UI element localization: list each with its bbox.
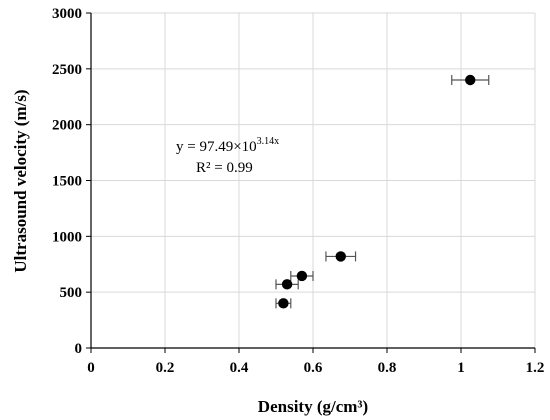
y-tick-label: 0: [75, 341, 83, 357]
y-tick-label: 2000: [52, 118, 82, 134]
equation-exponent: 3.14x: [257, 136, 280, 147]
y-tick-labels: 0 500 1000 1500 2000 2500 3000: [52, 6, 82, 357]
data-points: [278, 74, 476, 309]
y-tick-label: 1000: [52, 229, 82, 245]
x-tick-label: 0: [87, 360, 95, 376]
r-squared-label: R² = 0.99: [196, 160, 253, 176]
y-tick-label: 2500: [52, 62, 82, 78]
y-axis-title: Ultrasound velocity (m/s): [11, 89, 30, 272]
data-point: [296, 270, 308, 282]
x-tick-label: 1.2: [526, 360, 545, 376]
x-tick-label: 0.2: [156, 360, 175, 376]
x-tick-labels: 0 0.2 0.4 0.6 0.8 1 1.2: [87, 360, 544, 376]
data-point: [278, 298, 289, 309]
axes: [86, 12, 536, 353]
equation-main: y = 97.49×10: [176, 139, 257, 155]
data-point: [465, 74, 476, 86]
x-tick-label: 0.4: [230, 360, 249, 376]
y-tick-label: 3000: [52, 6, 82, 22]
data-point: [335, 251, 346, 262]
y-tick-label: 500: [60, 285, 83, 301]
y-tick-label: 1500: [52, 174, 82, 190]
equation-label: y = 97.49×103.14x: [176, 136, 279, 155]
x-axis-title: Density (g/cm³): [258, 397, 368, 416]
data-point: [281, 279, 293, 290]
x-tick-label: 1: [457, 360, 465, 376]
horizontal-gridlines: [91, 12, 535, 293]
x-tick-label: 0.8: [378, 360, 397, 376]
x-tick-label: 0.6: [304, 360, 323, 376]
